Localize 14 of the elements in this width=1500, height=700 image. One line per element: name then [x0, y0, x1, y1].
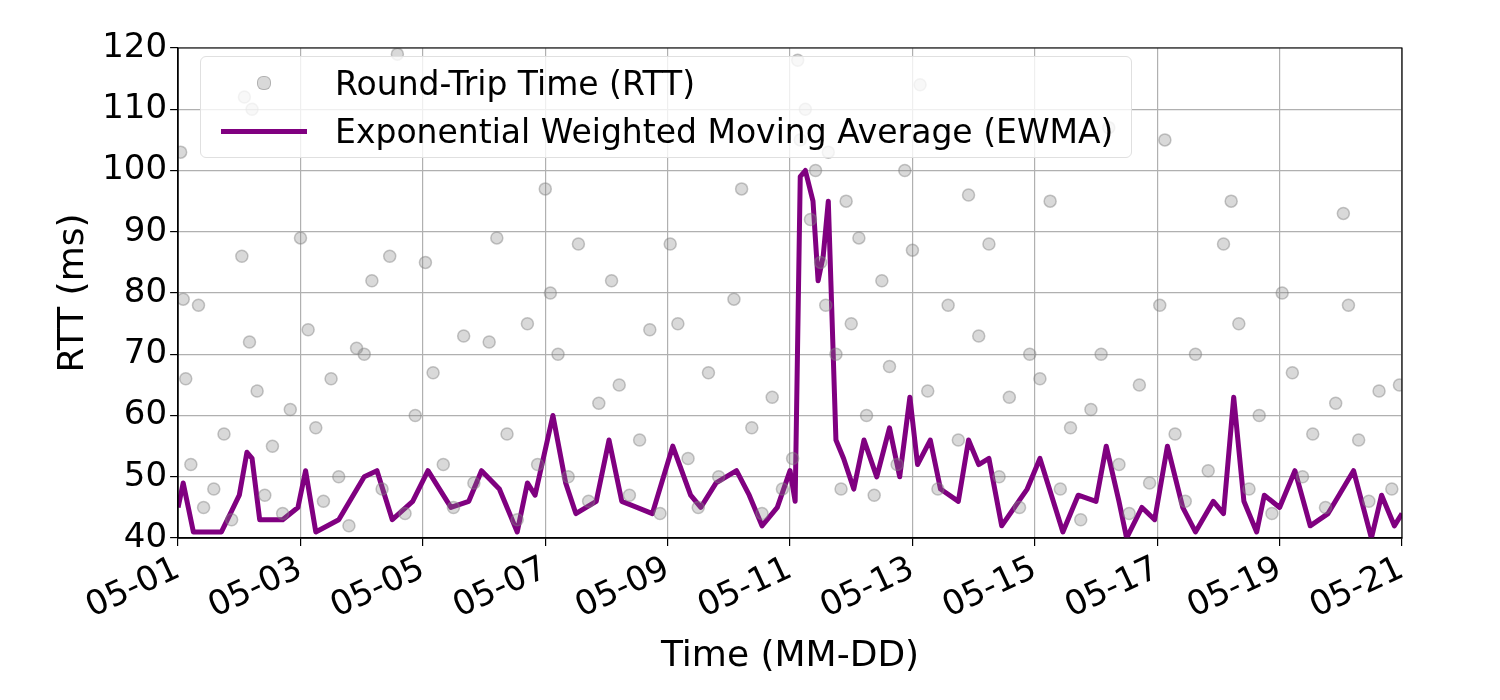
y-tick-label: 90 — [123, 208, 168, 249]
x-tick-label: 05-21 — [1302, 546, 1410, 625]
y-axis-title: RTT (ms) — [49, 213, 91, 373]
y-tick-label: 50 — [123, 453, 168, 494]
x-axis-title: Time (MM-DD) — [659, 632, 920, 674]
y-tick-label: 70 — [123, 331, 168, 372]
legend-label: Round-Trip Time (RTT) — [335, 63, 696, 103]
x-tick-label: 05-11 — [690, 546, 798, 625]
y-tick-label: 60 — [123, 392, 168, 433]
y-tick-label: 110 — [102, 86, 168, 127]
y-tick-label: 120 — [102, 24, 168, 65]
legend-label: Exponential Weighted Moving Average (EWMA) — [335, 111, 1114, 151]
y-tick-label: 100 — [102, 147, 168, 188]
y-tick-label: 80 — [123, 269, 168, 310]
